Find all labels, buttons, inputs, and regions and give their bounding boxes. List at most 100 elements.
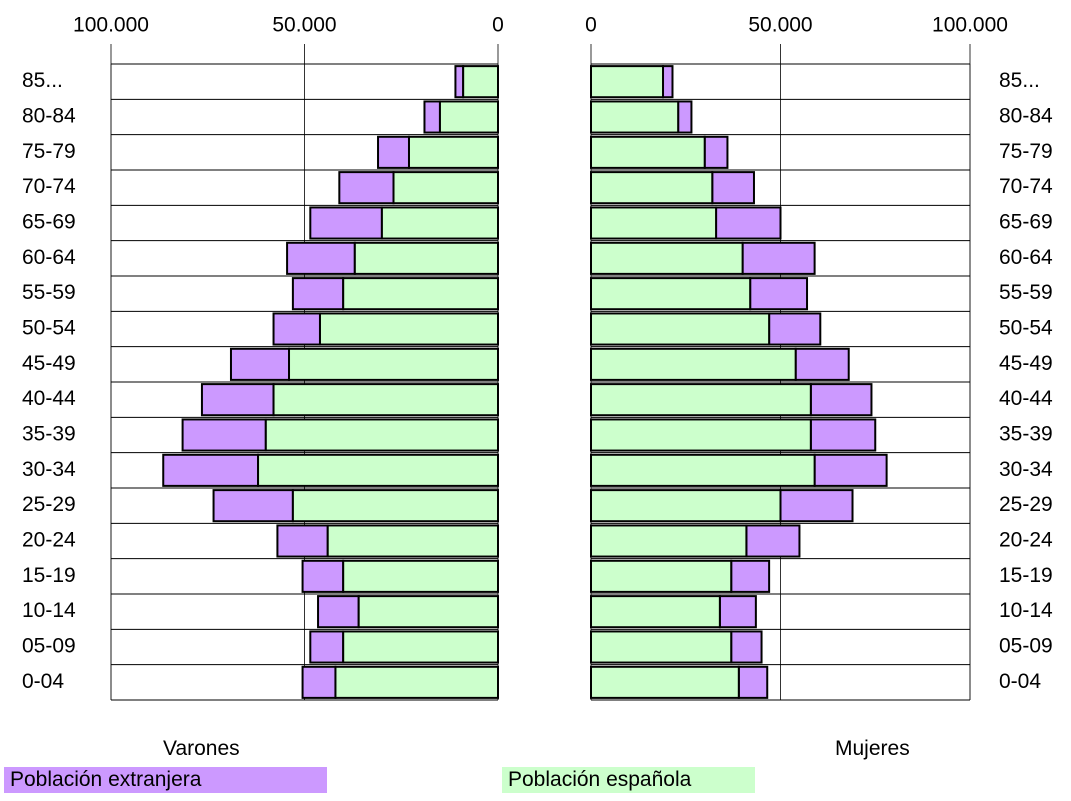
bar-spanish-left: [342, 559, 500, 593]
bar-foreign-left: [272, 312, 321, 346]
bar-spanish-right: [590, 453, 816, 487]
bar-spanish-right: [590, 418, 812, 452]
bar-spanish-right: [590, 383, 812, 417]
bar-spanish-left: [380, 206, 499, 240]
category-label-right: 35-39: [999, 423, 1053, 446]
category-label-right: 40-44: [999, 387, 1053, 410]
category-label-left: 60-64: [22, 246, 76, 269]
bar-foreign-right: [741, 241, 816, 275]
bar-spanish-left: [334, 665, 499, 699]
category-label-right: 50-54: [999, 317, 1053, 340]
bar-spanish-left: [353, 241, 499, 275]
category-label-left: 85...: [22, 69, 63, 92]
tick-label-left: 0: [492, 14, 504, 37]
tick-label-left: 50.000: [272, 14, 336, 37]
bar-spanish-right: [590, 630, 733, 664]
bar-spanish-right: [590, 524, 748, 558]
tick-label-left: 100.000: [73, 14, 149, 37]
bar-foreign-left: [286, 241, 356, 275]
bar-foreign-left: [229, 347, 291, 381]
category-label-right: 80-84: [999, 105, 1053, 128]
bar-foreign-left: [454, 65, 465, 99]
bar-spanish-right: [590, 135, 706, 169]
bar-foreign-right: [813, 453, 888, 487]
category-label-left: 35-39: [22, 423, 76, 446]
bar-foreign-right: [677, 100, 693, 134]
category-label-right: 30-34: [999, 458, 1053, 481]
bar-foreign-left: [276, 524, 329, 558]
category-label-left: 20-24: [22, 529, 76, 552]
bar-spanish-left: [462, 65, 500, 99]
mujeres-label: Mujeres: [835, 737, 910, 760]
bar-spanish-right: [590, 559, 733, 593]
category-label-left: 40-44: [22, 387, 76, 410]
bar-foreign-right: [662, 65, 674, 99]
category-label-right: 05-09: [999, 635, 1053, 658]
category-label-right: 45-49: [999, 352, 1053, 375]
bar-foreign-left: [301, 559, 345, 593]
bar-spanish-right: [590, 241, 744, 275]
category-label-left: 45-49: [22, 352, 76, 375]
bar-foreign-left: [317, 595, 360, 629]
bar-spanish-right: [590, 171, 714, 205]
category-label-right: 10-14: [999, 599, 1053, 622]
bar-foreign-right: [718, 595, 757, 629]
category-label-left: 65-69: [22, 211, 76, 234]
category-label-left: 05-09: [22, 635, 76, 658]
category-label-left: 0-04: [22, 670, 64, 693]
bar-spanish-right: [590, 277, 752, 311]
category-label-left: 10-14: [22, 599, 76, 622]
bar-foreign-right: [809, 418, 877, 452]
category-label-right: 85...: [999, 69, 1040, 92]
bar-spanish-right: [590, 347, 797, 381]
category-label-left: 75-79: [22, 140, 76, 163]
legend-spanish-label: Población española: [508, 768, 692, 791]
bar-foreign-right: [711, 171, 755, 205]
tick-label-right: 0: [585, 14, 597, 37]
bar-foreign-right: [745, 524, 801, 558]
bar-foreign-right: [749, 277, 809, 311]
legend-foreign-label: Población extranjera: [10, 768, 202, 791]
category-label-left: 55-59: [22, 281, 76, 304]
legend-spanish-swatch: [502, 767, 755, 793]
bar-foreign-right: [730, 630, 763, 664]
bar-spanish-left: [257, 453, 499, 487]
category-label-left: 30-34: [22, 458, 76, 481]
bar-foreign-right: [768, 312, 822, 346]
category-label-right: 15-19: [999, 564, 1053, 587]
category-label-right: 25-29: [999, 493, 1053, 516]
category-label-right: 75-79: [999, 140, 1053, 163]
bar-spanish-right: [590, 595, 721, 629]
bar-foreign-left: [291, 277, 345, 311]
bar-foreign-left: [309, 206, 383, 240]
bar-foreign-left: [309, 630, 345, 664]
category-label-left: 80-84: [22, 105, 76, 128]
bar-spanish-left: [342, 277, 500, 311]
category-label-left: 50-54: [22, 317, 76, 340]
bar-spanish-right: [590, 665, 740, 699]
bar-spanish-left: [288, 347, 499, 381]
bar-foreign-left: [212, 489, 294, 523]
category-label-right: 20-24: [999, 529, 1053, 552]
bar-spanish-left: [342, 630, 500, 664]
category-label-right: 0-04: [999, 670, 1041, 693]
bar-foreign-right: [703, 135, 729, 169]
bar-spanish-left: [357, 595, 499, 629]
category-label-left: 70-74: [22, 175, 76, 198]
category-label-right: 55-59: [999, 281, 1053, 304]
bar-foreign-right: [779, 489, 854, 523]
bar-spanish-left: [326, 524, 499, 558]
bar-foreign-right: [809, 383, 873, 417]
varones-label: Varones: [163, 737, 240, 760]
category-label-right: 65-69: [999, 211, 1053, 234]
category-label-right: 70-74: [999, 175, 1053, 198]
bar-foreign-right: [737, 665, 769, 699]
bar-spanish-right: [590, 489, 782, 523]
bar-spanish-left: [392, 171, 500, 205]
tick-label-right: 100.000: [932, 14, 1008, 37]
category-label-right: 60-64: [999, 246, 1053, 269]
category-label-left: 25-29: [22, 493, 76, 516]
bar-foreign-right: [794, 347, 850, 381]
bar-foreign-left: [301, 665, 337, 699]
